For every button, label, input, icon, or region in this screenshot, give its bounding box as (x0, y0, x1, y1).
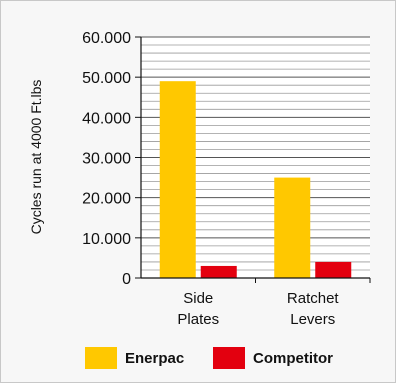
x-tick-label: Ratchet (287, 290, 340, 307)
bars (159, 81, 352, 278)
axes (135, 36, 371, 283)
y-tick-label: 60.000 (82, 30, 131, 47)
y-tick-label: 30.000 (82, 151, 131, 168)
bar-competitor-1 (315, 261, 352, 278)
x-tick-label: Side (183, 290, 213, 307)
bar-enerpac-0 (159, 81, 196, 278)
y-tick-label: 0 (122, 271, 131, 288)
y-tick-label: 50.000 (82, 70, 131, 87)
x-tick-label: Plates (177, 311, 219, 328)
legend-label-enerpac: Enerpac (125, 349, 185, 367)
legend-swatch-competitor (213, 347, 245, 369)
legend-label-competitor: Competitor (253, 349, 333, 367)
x-tick-label: Levers (290, 311, 335, 328)
bar-chart: 0 10.000 20.000 30.000 40.000 50.000 60.000 Si… (28, 30, 371, 328)
legend-swatch-enerpac (85, 347, 117, 369)
legend-item-enerpac: Enerpac (85, 347, 184, 369)
y-tick-label: 40.000 (82, 110, 131, 127)
y-tick-labels: 0 10.000 20.000 30.000 40.000 50.000 60.000 (82, 30, 131, 288)
bar-competitor-0 (200, 265, 237, 278)
y-tick-label: 20.000 (82, 191, 131, 208)
x-tick-labels: Side Plates Ratchet Levers (177, 290, 339, 328)
y-tick-label: 10.000 (82, 231, 131, 248)
bar-enerpac-1 (274, 177, 311, 278)
legend-item-competitor: Competitor (213, 347, 333, 369)
y-axis-label: Cycles run at 4000 Ft.lbs (28, 80, 44, 235)
